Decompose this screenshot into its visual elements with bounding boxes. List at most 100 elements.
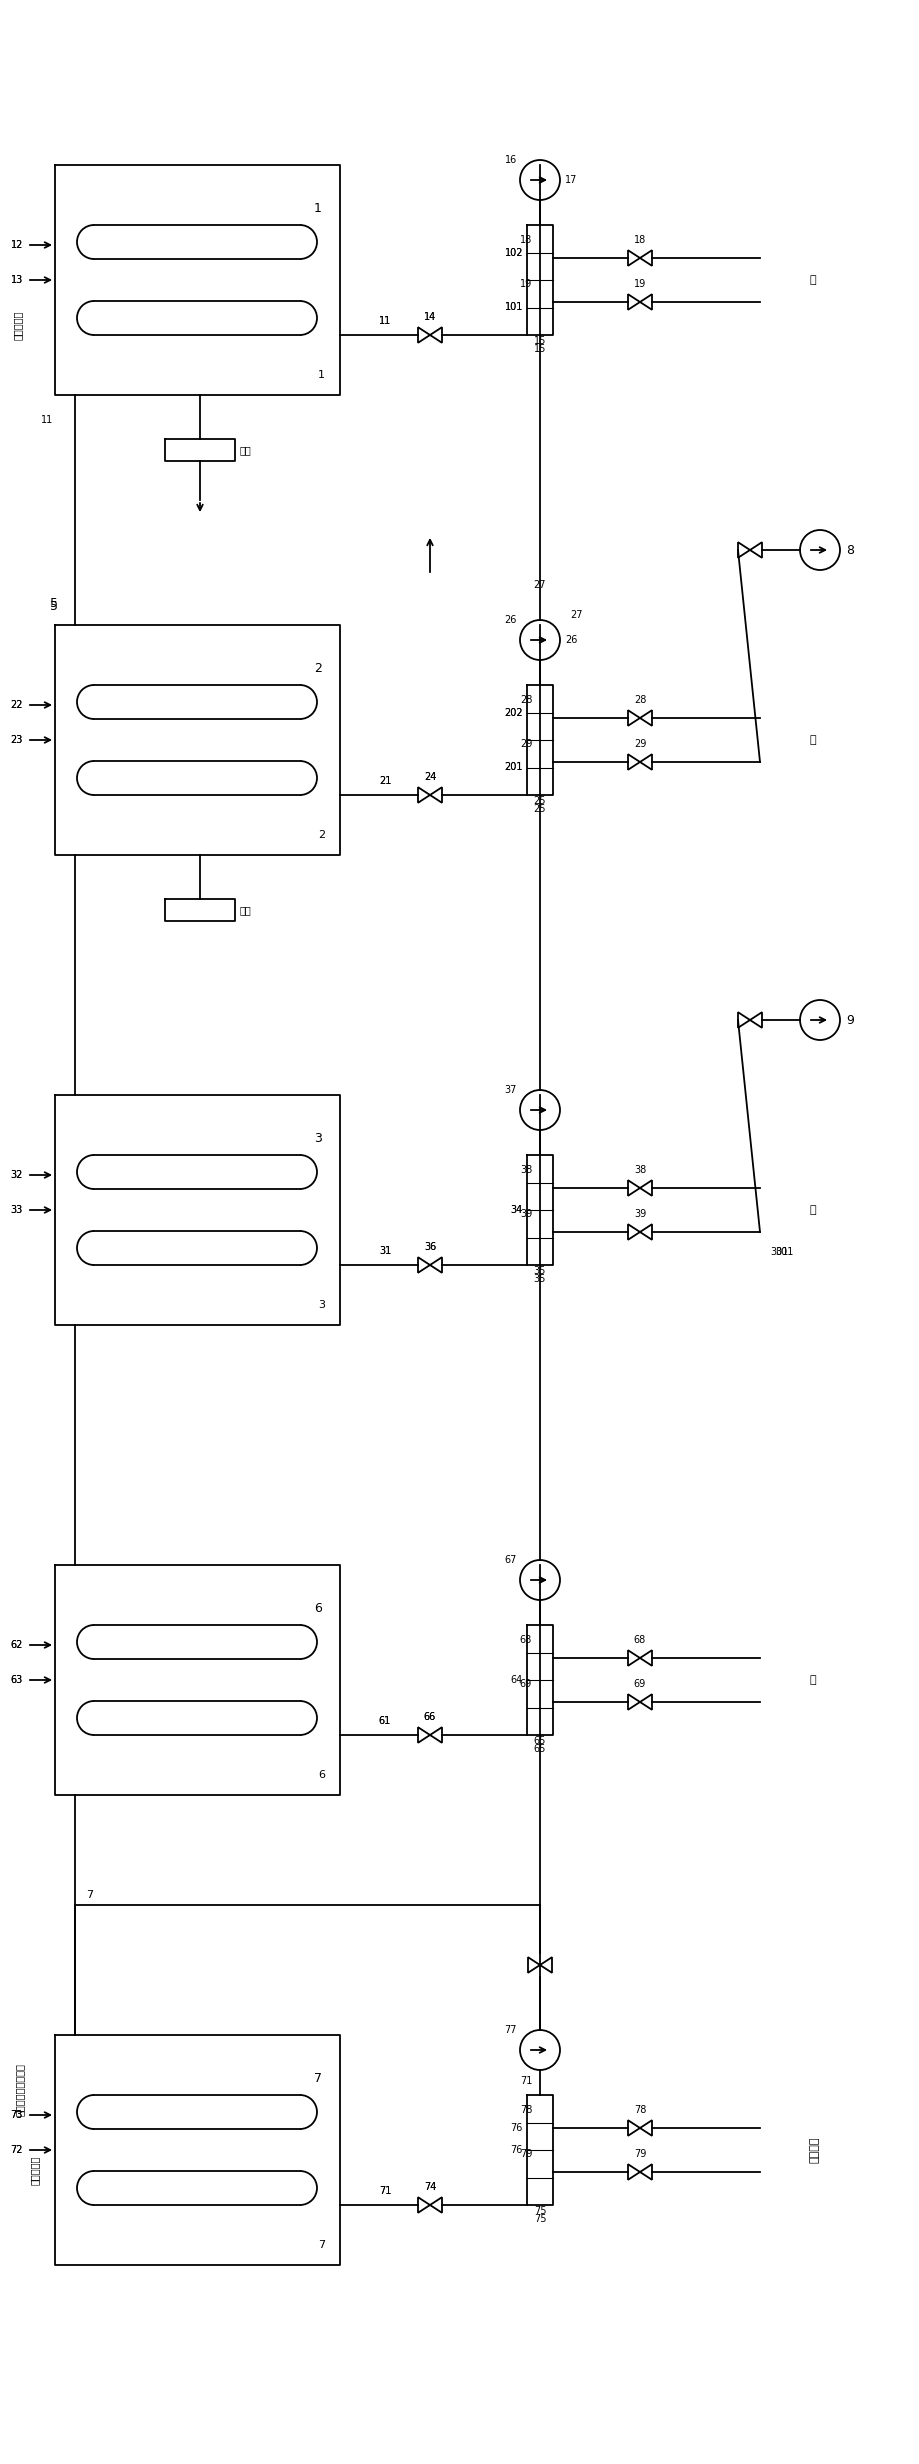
Text: 7: 7: [313, 2072, 322, 2085]
Text: 68: 68: [519, 1636, 531, 1646]
Text: 79: 79: [519, 2149, 531, 2158]
Text: 5: 5: [50, 601, 58, 614]
Text: 22: 22: [10, 700, 23, 710]
Text: 8: 8: [845, 545, 853, 557]
Text: 31: 31: [379, 1247, 391, 1257]
Text: 77: 77: [504, 2025, 516, 2035]
Text: 76: 76: [510, 2124, 522, 2134]
Text: 碱: 碱: [809, 276, 816, 286]
Text: 12: 12: [11, 239, 23, 249]
Text: 5: 5: [50, 596, 58, 611]
Text: 16: 16: [505, 155, 516, 165]
Text: 74: 74: [424, 2183, 436, 2193]
Text: 36: 36: [424, 1242, 436, 1252]
Text: 6: 6: [313, 1602, 322, 1614]
Text: 氧化催化层: 氧化催化层: [13, 310, 23, 340]
Text: 28: 28: [633, 695, 645, 705]
Text: 氧气、氮气: 氧气、氮气: [30, 2156, 40, 2186]
Text: 75: 75: [533, 2205, 546, 2215]
Text: 1: 1: [318, 370, 324, 379]
Text: 14: 14: [424, 313, 436, 323]
Text: 34: 34: [510, 1205, 522, 1215]
Text: 69: 69: [519, 1678, 531, 1688]
Text: 废水处理: 废水处理: [809, 2136, 819, 2163]
Text: 65: 65: [533, 1745, 546, 1754]
Text: 22: 22: [10, 700, 23, 710]
Text: 71: 71: [519, 2077, 531, 2087]
Text: 26: 26: [505, 616, 516, 626]
Text: 碱: 碱: [809, 1205, 816, 1215]
Text: 碱: 碱: [809, 734, 816, 744]
Text: 18: 18: [519, 234, 531, 244]
Text: 65: 65: [533, 1737, 546, 1747]
Text: 67: 67: [505, 1555, 516, 1565]
Text: 33: 33: [11, 1205, 23, 1215]
Text: 36: 36: [424, 1242, 436, 1252]
Text: 24: 24: [424, 771, 436, 781]
Text: 7: 7: [318, 2240, 324, 2250]
Text: 25: 25: [533, 803, 546, 813]
Text: 35: 35: [533, 1274, 546, 1284]
Text: 31: 31: [379, 1247, 391, 1257]
Text: 23: 23: [11, 734, 23, 744]
Text: 14: 14: [424, 313, 436, 323]
Text: 25: 25: [533, 796, 546, 806]
Text: 73: 73: [11, 2109, 23, 2119]
Text: 64: 64: [510, 1676, 522, 1685]
Text: 71: 71: [379, 2186, 391, 2195]
Text: 29: 29: [519, 739, 531, 749]
Text: 9: 9: [845, 1013, 853, 1027]
Text: 201: 201: [504, 761, 522, 771]
Text: 61: 61: [379, 1715, 391, 1725]
Text: 11: 11: [379, 315, 391, 325]
Text: 33: 33: [11, 1205, 23, 1215]
Text: 12: 12: [11, 239, 23, 249]
Text: 35: 35: [533, 1266, 546, 1276]
Text: 尾气: 尾气: [240, 446, 252, 456]
Text: 24: 24: [424, 771, 436, 781]
Text: 74: 74: [424, 2183, 436, 2193]
Text: 62: 62: [11, 1641, 23, 1651]
Text: 11: 11: [40, 414, 53, 424]
Text: 3: 3: [313, 1131, 322, 1146]
Text: 34: 34: [510, 1205, 522, 1215]
Text: 27: 27: [533, 579, 546, 589]
Text: 28: 28: [519, 695, 531, 705]
Text: 38: 38: [633, 1165, 645, 1175]
Text: 2: 2: [318, 830, 324, 840]
Text: 21: 21: [379, 776, 391, 786]
Text: 38: 38: [519, 1165, 531, 1175]
Text: 尾气: 尾气: [240, 904, 252, 914]
Text: 17: 17: [564, 175, 577, 185]
Text: 13: 13: [11, 276, 23, 286]
Text: 19: 19: [633, 278, 645, 288]
Text: 66: 66: [424, 1712, 436, 1722]
Text: 102: 102: [504, 249, 522, 259]
Text: 2: 2: [313, 663, 322, 675]
Text: 62: 62: [11, 1641, 23, 1651]
Text: 101: 101: [505, 303, 522, 313]
Text: 301: 301: [769, 1247, 788, 1257]
Text: 75: 75: [533, 2215, 546, 2225]
Text: 21: 21: [379, 776, 391, 786]
Text: 101: 101: [505, 303, 522, 313]
Text: 68: 68: [633, 1636, 645, 1646]
Text: 71: 71: [379, 2186, 391, 2195]
Text: 78: 78: [633, 2104, 645, 2114]
Text: 碱: 碱: [809, 1676, 816, 1685]
Text: 13: 13: [11, 276, 23, 286]
Text: 11: 11: [379, 315, 391, 325]
Text: 37: 37: [505, 1084, 516, 1094]
Text: 15: 15: [533, 335, 546, 345]
Text: 202: 202: [504, 707, 522, 717]
Text: 39: 39: [519, 1210, 531, 1220]
Text: 66: 66: [424, 1712, 436, 1722]
Text: 氧气、氮气、水蒸气: 氧气、氮气、水蒸气: [15, 2062, 25, 2117]
Text: 19: 19: [519, 278, 531, 288]
Text: 27: 27: [570, 611, 582, 621]
Text: 73: 73: [11, 2109, 23, 2119]
Text: 32: 32: [11, 1170, 23, 1180]
Text: 26: 26: [564, 636, 577, 646]
Text: 102: 102: [504, 249, 522, 259]
Text: 301: 301: [774, 1247, 792, 1257]
